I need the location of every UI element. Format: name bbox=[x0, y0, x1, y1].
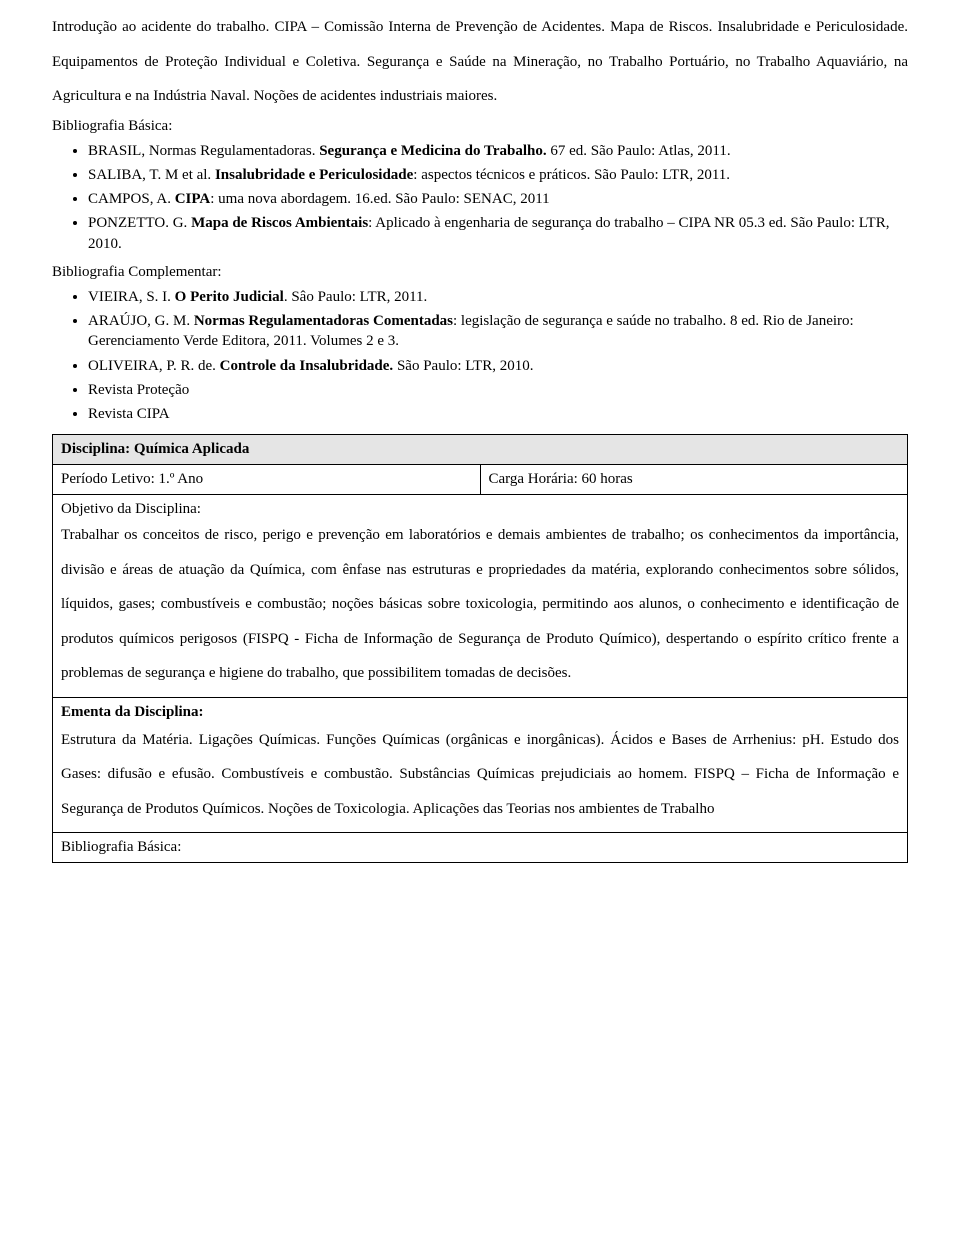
disciplina-title-cell: Disciplina: Química Aplicada bbox=[53, 435, 908, 465]
objetivo-label: Objetivo da Disciplina: bbox=[61, 501, 899, 518]
bib-item-pre: Revista Proteção bbox=[88, 382, 189, 398]
bib-item-bold: Insalubridade e Periculosidade bbox=[215, 167, 413, 183]
ementa-label: Ementa da Disciplina: bbox=[61, 704, 899, 721]
bib-item-bold: Normas Regulamentadoras Comentadas bbox=[194, 313, 453, 329]
objetivo-cell: Objetivo da Disciplina: Trabalhar os con… bbox=[53, 495, 908, 698]
bib-item-bold: Mapa de Riscos Ambientais bbox=[191, 215, 368, 231]
bib-basica-list: BRASIL, Normas Regulamentadoras. Seguran… bbox=[52, 141, 908, 254]
bib-basica-heading: Bibliografia Básica: bbox=[52, 118, 908, 135]
ementa-body: Estrutura da Matéria. Ligações Químicas.… bbox=[61, 723, 899, 827]
bib-item: SALIBA, T. M et al. Insalubridade e Peri… bbox=[88, 165, 908, 185]
bib-item-pre: CAMPOS, A. bbox=[88, 191, 175, 207]
bib-complementar-list: VIEIRA, S. I. O Perito Judicial. Sâo Pau… bbox=[52, 287, 908, 425]
bib-item: Revista Proteção bbox=[88, 380, 908, 400]
bib-item-pre: OLIVEIRA, P. R. de. bbox=[88, 358, 220, 374]
bib-item-pre: ARAÚJO, G. M. bbox=[88, 313, 194, 329]
bib-item-post: . Sâo Paulo: LTR, 2011. bbox=[284, 289, 427, 305]
bib-item-post: São Paulo: LTR, 2010. bbox=[393, 358, 533, 374]
bib-basica-2-cell: Bibliografia Básica: bbox=[53, 833, 908, 863]
bib-item: BRASIL, Normas Regulamentadoras. Seguran… bbox=[88, 141, 908, 161]
bib-item: OLIVEIRA, P. R. de. Controle da Insalubr… bbox=[88, 356, 908, 376]
disciplina-table: Disciplina: Química Aplicada Período Let… bbox=[52, 434, 908, 863]
bib-item-post: : aspectos técnicos e práticos. São Paul… bbox=[413, 167, 730, 183]
bib-complementar-heading: Bibliografia Complementar: bbox=[52, 264, 908, 281]
bib-item: PONZETTO. G. Mapa de Riscos Ambientais: … bbox=[88, 213, 908, 254]
bib-item-bold: Segurança e Medicina do Trabalho. bbox=[319, 143, 546, 159]
bib-item: ARAÚJO, G. M. Normas Regulamentadoras Co… bbox=[88, 311, 908, 352]
bib-item-pre: BRASIL, Normas Regulamentadoras. bbox=[88, 143, 319, 159]
bib-item-pre: PONZETTO. G. bbox=[88, 215, 191, 231]
intro-paragraph: Introdução ao acidente do trabalho. CIPA… bbox=[52, 10, 908, 114]
bib-item-bold: Controle da Insalubridade. bbox=[220, 358, 394, 374]
bib-item-pre: Revista CIPA bbox=[88, 406, 170, 422]
document-page: Introdução ao acidente do trabalho. CIPA… bbox=[0, 0, 960, 893]
bib-item-bold: CIPA bbox=[175, 191, 211, 207]
bib-item-bold: O Perito Judicial bbox=[175, 289, 284, 305]
ementa-cell: Ementa da Disciplina: Estrutura da Matér… bbox=[53, 697, 908, 833]
objetivo-body: Trabalhar os conceitos de risco, perigo … bbox=[61, 518, 899, 691]
bib-item: Revista CIPA bbox=[88, 404, 908, 424]
bib-item-pre: SALIBA, T. M et al. bbox=[88, 167, 215, 183]
bib-item: VIEIRA, S. I. O Perito Judicial. Sâo Pau… bbox=[88, 287, 908, 307]
carga-cell: Carga Horária: 60 horas bbox=[480, 465, 908, 495]
bib-item-pre: VIEIRA, S. I. bbox=[88, 289, 175, 305]
periodo-cell: Período Letivo: 1.º Ano bbox=[53, 465, 481, 495]
bib-item-post: 67 ed. São Paulo: Atlas, 2011. bbox=[547, 143, 731, 159]
bib-item: CAMPOS, A. CIPA: uma nova abordagem. 16.… bbox=[88, 189, 908, 209]
bib-item-post: : uma nova abordagem. 16.ed. São Paulo: … bbox=[210, 191, 549, 207]
